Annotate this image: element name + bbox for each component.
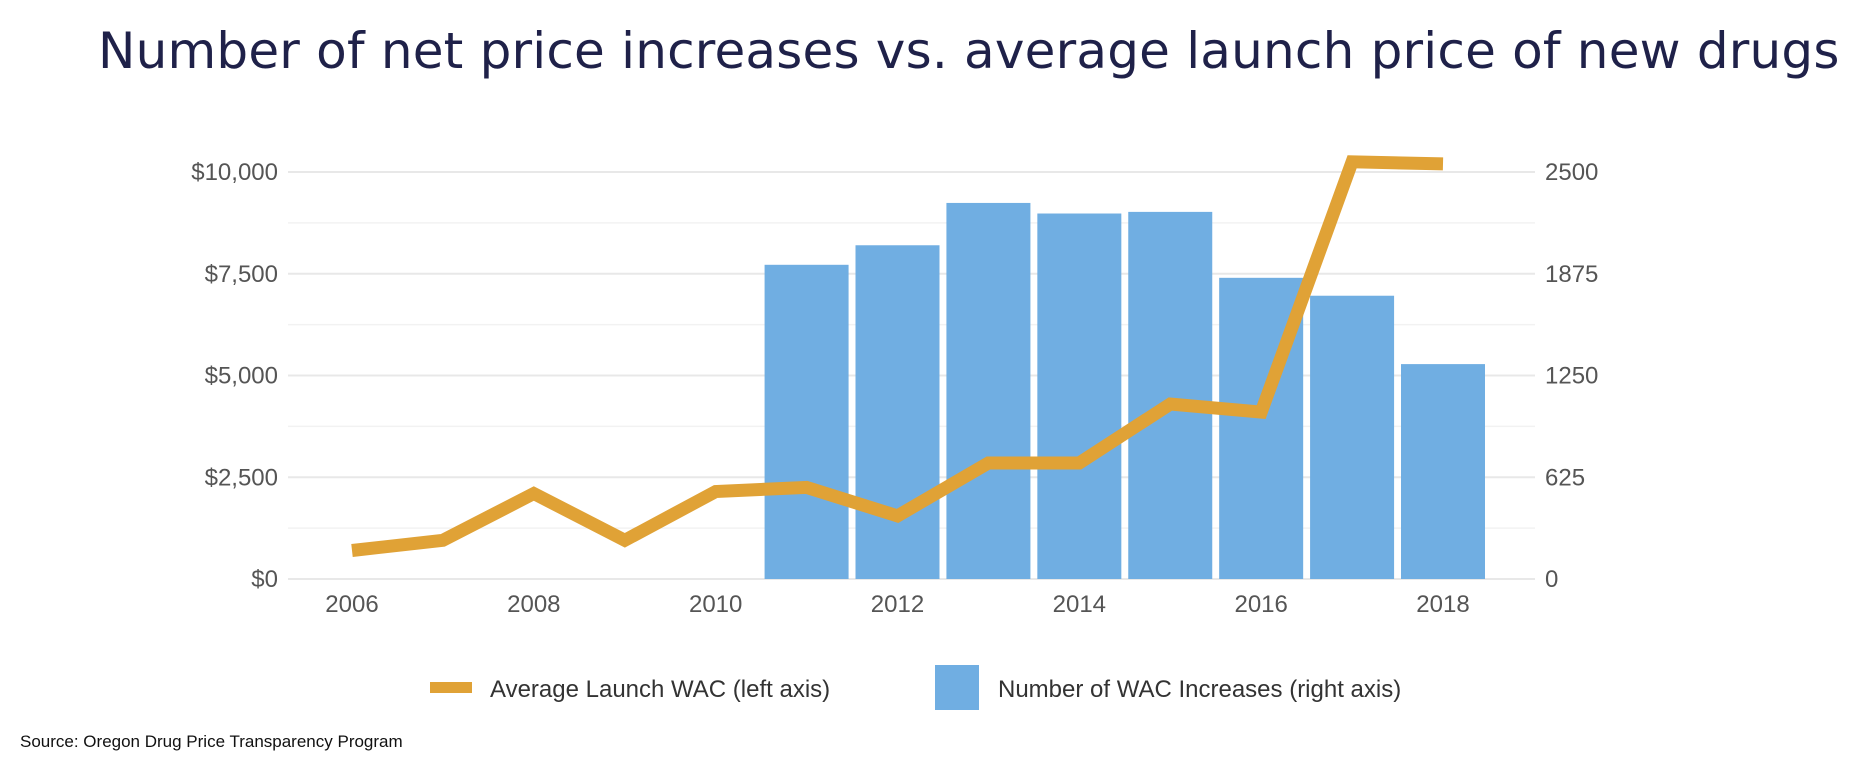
x-tick-label: 2006 bbox=[325, 591, 378, 618]
bar-2014 bbox=[1037, 213, 1122, 579]
y-left-tick-label: $5,000 bbox=[205, 363, 278, 390]
source-note: Source: Oregon Drug Price Transparency P… bbox=[20, 732, 403, 751]
bar-2012 bbox=[855, 245, 940, 579]
x-tick-label: 2010 bbox=[689, 591, 742, 618]
x-tick-label: 2012 bbox=[871, 591, 924, 618]
bar-2018 bbox=[1401, 364, 1485, 579]
legend-bar-label: Number of WAC Increases (right axis) bbox=[998, 676, 1401, 703]
y-left-tick-label: $2,500 bbox=[205, 464, 278, 491]
bar-2015 bbox=[1128, 211, 1213, 580]
y-right-tick-label: 0 bbox=[1545, 566, 1558, 593]
bar-series bbox=[764, 202, 1485, 580]
bar-2013 bbox=[946, 202, 1031, 579]
y-left-tick-label: $0 bbox=[251, 566, 278, 593]
y-left-tick-label: $10,000 bbox=[191, 159, 278, 186]
y-left-tick-label: $7,500 bbox=[205, 261, 278, 288]
legend-bar-swatch bbox=[935, 665, 979, 710]
axes: $0 $2,500 $5,000 $7,500 $10,000 0 625 1250 1875 2… bbox=[191, 159, 1598, 618]
legend-line-label: Average Launch WAC (left axis) bbox=[490, 676, 830, 703]
bar-2017 bbox=[1310, 295, 1395, 579]
y-right-tick-label: 1250 bbox=[1545, 363, 1598, 390]
bar-2011 bbox=[764, 264, 849, 579]
average-launch-wac-line bbox=[351, 155, 1444, 557]
chart-title: Number of net price increases vs. averag… bbox=[98, 22, 1840, 80]
legend: Average Launch WAC (left axis) Number of… bbox=[430, 665, 1401, 710]
x-tick-label: 2008 bbox=[507, 591, 560, 618]
legend-line-swatch bbox=[430, 682, 472, 693]
y-right-tick-label: 1875 bbox=[1545, 261, 1598, 288]
line-series bbox=[351, 155, 1444, 557]
y-right-tick-label: 2500 bbox=[1545, 159, 1598, 186]
x-tick-label: 2016 bbox=[1234, 591, 1287, 618]
y-right-tick-label: 625 bbox=[1545, 464, 1585, 491]
x-tick-label: 2018 bbox=[1416, 591, 1469, 618]
x-tick-label: 2014 bbox=[1053, 591, 1106, 618]
